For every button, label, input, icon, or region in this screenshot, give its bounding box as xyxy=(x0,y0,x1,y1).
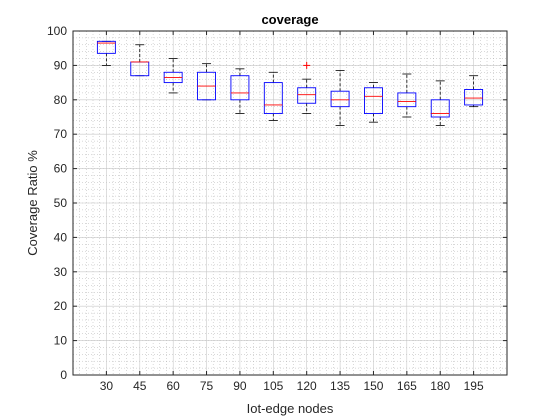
boxes xyxy=(96,40,484,126)
x-tick-label: 30 xyxy=(100,379,114,393)
ticks: 0 10 20 30 40 50 60 70 80 90 100 30 45 60 75 90 105 120 13… xyxy=(47,24,507,393)
y-tick-label: 10 xyxy=(54,334,68,348)
y-tick-label: 90 xyxy=(54,58,68,72)
box-180 xyxy=(430,80,450,126)
y-tick-label: 0 xyxy=(60,368,67,382)
x-tick-label: 150 xyxy=(363,379,383,393)
box-iqr xyxy=(96,40,116,54)
x-tick-label: 75 xyxy=(200,379,214,393)
y-tick-label: 30 xyxy=(54,265,68,279)
box-105 xyxy=(263,71,283,121)
y-tick-label: 40 xyxy=(54,230,68,244)
box-iqr xyxy=(364,87,383,115)
box-75 xyxy=(197,63,216,101)
box-iqr xyxy=(297,87,317,104)
box-150 xyxy=(364,82,383,123)
box-90 xyxy=(230,68,250,114)
x-axis-label: Iot-edge nodes xyxy=(247,401,334,416)
x-tick-label: 180 xyxy=(430,379,450,393)
box-iqr xyxy=(397,92,417,108)
y-tick-label: 20 xyxy=(54,299,68,313)
x-tick-label: 120 xyxy=(297,379,317,393)
box-120 xyxy=(297,61,317,114)
box-165 xyxy=(397,73,417,118)
box-195 xyxy=(464,75,484,108)
chart-title: coverage xyxy=(261,12,318,27)
box-60 xyxy=(163,58,183,94)
y-tick-label: 50 xyxy=(54,196,68,210)
x-tick-label: 135 xyxy=(330,379,350,393)
x-tick-label: 195 xyxy=(464,379,484,393)
box-iqr xyxy=(330,90,350,108)
y-axis-label: Coverage Ratio % xyxy=(25,150,40,256)
y-tick-label: 60 xyxy=(54,162,68,176)
box-45 xyxy=(130,44,150,77)
x-tick-label: 90 xyxy=(233,379,247,393)
box-iqr xyxy=(263,82,283,115)
x-tick-label: 60 xyxy=(166,379,180,393)
box-iqr xyxy=(464,89,484,106)
box-iqr xyxy=(230,75,250,101)
box-135 xyxy=(330,70,350,126)
box-iqr xyxy=(430,99,450,118)
x-tick-label: 105 xyxy=(263,379,283,393)
x-tick-label: 45 xyxy=(133,379,147,393)
y-tick-label: 70 xyxy=(54,127,68,141)
grid xyxy=(73,30,507,376)
y-tick-label: 80 xyxy=(54,93,68,107)
x-tick-label: 165 xyxy=(397,379,417,393)
y-tick-label: 100 xyxy=(47,24,67,38)
box-30 xyxy=(96,40,116,66)
